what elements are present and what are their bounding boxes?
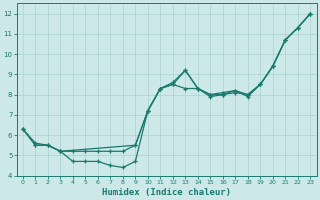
X-axis label: Humidex (Indice chaleur): Humidex (Indice chaleur)	[102, 188, 231, 197]
